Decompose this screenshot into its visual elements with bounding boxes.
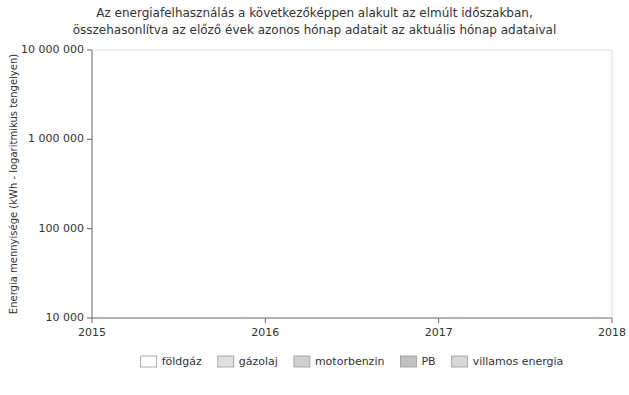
legend-swatch (141, 356, 157, 367)
subtitle: összehasonlítva az előző évek azonos hón… (73, 23, 557, 37)
legend-label: gázolaj (239, 355, 278, 368)
legend-swatch (400, 356, 416, 367)
axes: 2015 2016 2017 2018 10 000 100 000 1 000 000 10… (8, 43, 626, 339)
x-axis-line (92, 318, 612, 319)
y-tick-label: 10 000 (46, 311, 85, 324)
y-tick-label: 100 000 (39, 222, 85, 235)
x-tick-label: 2015 (78, 326, 106, 339)
legend-swatch (452, 356, 468, 367)
frame-top (92, 50, 612, 51)
plot-area (92, 50, 612, 318)
legend-swatch (218, 356, 234, 367)
legend-label: motorbenzin (315, 355, 385, 368)
legend: földgáz gázolaj motorbenzin PB villamos ener… (141, 355, 564, 368)
legend-item: földgáz (141, 355, 202, 368)
y-tick (87, 50, 92, 51)
y-tick-label: 10 000 000 (21, 43, 84, 56)
y-tick (87, 318, 92, 319)
legend-item: motorbenzin (294, 355, 385, 368)
x-tick-label: 2018 (598, 326, 626, 339)
x-tick (612, 318, 613, 323)
y-tick (87, 228, 92, 229)
title: Az energiafelhasználás a következőképpen… (96, 6, 533, 20)
y-tick-label: 1 000 000 (28, 132, 84, 145)
x-tick (92, 318, 93, 323)
legend-label: villamos energia (473, 355, 564, 368)
y-tick (87, 139, 92, 140)
x-tick-label: 2017 (425, 326, 453, 339)
y-axis-line (92, 50, 93, 318)
x-tick (438, 318, 439, 323)
x-tick (265, 318, 266, 323)
legend-swatch (294, 356, 310, 367)
legend-label: PB (421, 355, 435, 368)
legend-label: földgáz (162, 355, 202, 368)
frame-right (612, 50, 613, 318)
y-axis-label: Energia mennyisége (kWh - logaritmikus t… (8, 54, 19, 314)
legend-item: PB (400, 355, 435, 368)
legend-item: villamos energia (452, 355, 564, 368)
x-tick-label: 2016 (251, 326, 279, 339)
title-group: Az energiafelhasználás a következőképpen… (73, 6, 557, 37)
legend-item: gázolaj (218, 355, 278, 368)
chart: Az energiafelhasználás a következőképpen… (0, 0, 629, 395)
